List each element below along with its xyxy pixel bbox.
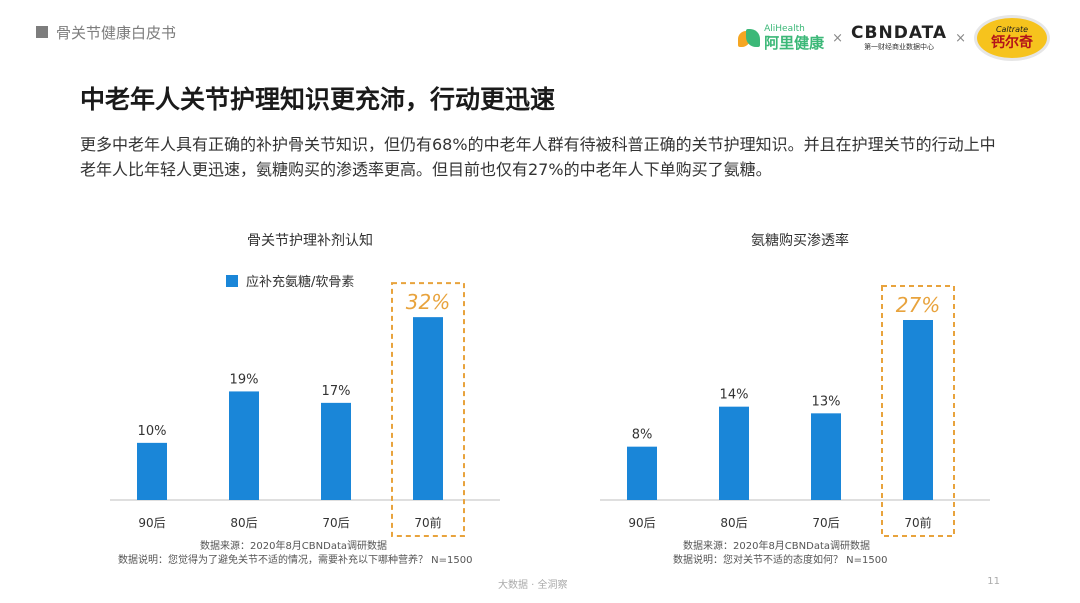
- x-tick-label: 70后: [812, 516, 839, 530]
- data-label: 14%: [720, 388, 749, 403]
- data-label: 27%: [896, 293, 940, 317]
- awareness-chart: 骨关节护理补剂认知 应补充氨糖/软骨素 10% 90后 19% 80后 17% 70后 32…: [100, 200, 520, 540]
- x-tick-label: 80后: [720, 516, 747, 530]
- alihealth-leaf-icon: [738, 27, 761, 49]
- bar-70前: [413, 317, 443, 500]
- caltrate-en: Caltrate: [995, 25, 1029, 34]
- cbndata-logo: CBNDATA 第一财经商业数据中心: [851, 25, 947, 51]
- alihealth-cn: 阿里健康: [764, 34, 825, 52]
- source-line: 数据来源：2020年8月CBNData调研数据: [683, 541, 871, 552]
- data-label: 32%: [406, 290, 450, 314]
- chart-title: 骨关节护理补剂认知: [247, 233, 373, 249]
- data-label: 17%: [322, 384, 351, 399]
- chart-title: 氨糖购买渗透率: [751, 233, 849, 249]
- x-tick-label: 80后: [230, 516, 257, 530]
- caltrate-logo: Caltrate 钙尔奇: [974, 15, 1050, 61]
- bar-80后: [719, 406, 749, 500]
- bar-70后: [321, 402, 351, 500]
- note-line: 数据说明：您觉得为了避免关节不适的情况，需要补充以下哪种营养？ N=1500: [118, 555, 473, 566]
- header-square-icon: [36, 26, 48, 38]
- bar-70后: [811, 413, 841, 500]
- highlight-box: [881, 285, 955, 537]
- source-line: 数据来源：2020年8月CBNData调研数据: [200, 541, 388, 552]
- caltrate-cn: 钙尔奇: [991, 35, 1033, 51]
- bar-chart-svg: 8% 90后 14% 80后 13% 70后 27% 70前: [600, 285, 990, 537]
- x-tick-label: 90后: [138, 516, 165, 530]
- bar-80后: [229, 391, 259, 500]
- partner-logos: AliHealth 阿里健康 × CBNDATA 第一财经商业数据中心 × Ca…: [738, 14, 1050, 62]
- logo-separator: ×: [832, 30, 844, 46]
- data-label: 19%: [230, 372, 259, 387]
- report-title: 骨关节健康白皮书: [56, 24, 177, 42]
- cbndata-main: CBNDATA: [851, 23, 948, 43]
- logo-separator: ×: [955, 30, 966, 46]
- data-label: 8%: [632, 428, 653, 443]
- penetration-chart: 氨糖购买渗透率 8% 90后 14% 80后 13% 70后 27% 70前: [590, 200, 1010, 540]
- x-tick-label: 70前: [904, 515, 931, 530]
- x-tick-label: 90后: [628, 516, 655, 530]
- data-label: 10%: [138, 424, 167, 439]
- page-number: 11: [987, 576, 1000, 587]
- bar-90后: [627, 446, 657, 500]
- bar-90后: [137, 442, 167, 500]
- x-tick-label: 70前: [414, 515, 441, 530]
- data-label: 13%: [812, 394, 841, 409]
- bar-chart-svg: 10% 90后 19% 80后 17% 70后 32% 70前: [110, 282, 500, 538]
- slide-title: 中老年人关节护理知识更充沛，行动更迅速: [80, 85, 556, 114]
- x-tick-label: 70后: [322, 516, 349, 530]
- footer-slogan: 大数据 · 全洞察: [498, 580, 568, 591]
- chart-legend: 应补充氨糖/软骨素: [226, 271, 354, 290]
- legend-swatch: [226, 274, 238, 287]
- chart-source-right: 数据来源：2020年8月CBNData调研数据 数据说明：您对关节不适的态度如何…: [673, 540, 888, 568]
- cbndata-sub: 第一财经商业数据中心: [864, 43, 935, 51]
- slide-description: 更多中老年人具有正确的补护骨关节知识，但仍有68%的中老年人群有待被科普正确的关…: [80, 135, 996, 179]
- highlight-box: [391, 282, 465, 538]
- legend-label: 应补充氨糖/软骨素: [246, 275, 355, 290]
- alihealth-en: AliHealth: [764, 24, 805, 34]
- note-line: 数据说明：您对关节不适的态度如何？ N=1500: [673, 555, 888, 566]
- alihealth-logo: AliHealth 阿里健康: [738, 25, 824, 51]
- bar-70前: [903, 320, 933, 500]
- chart-source-left: 数据来源：2020年8月CBNData调研数据 数据说明：您觉得为了避免关节不适…: [118, 540, 473, 568]
